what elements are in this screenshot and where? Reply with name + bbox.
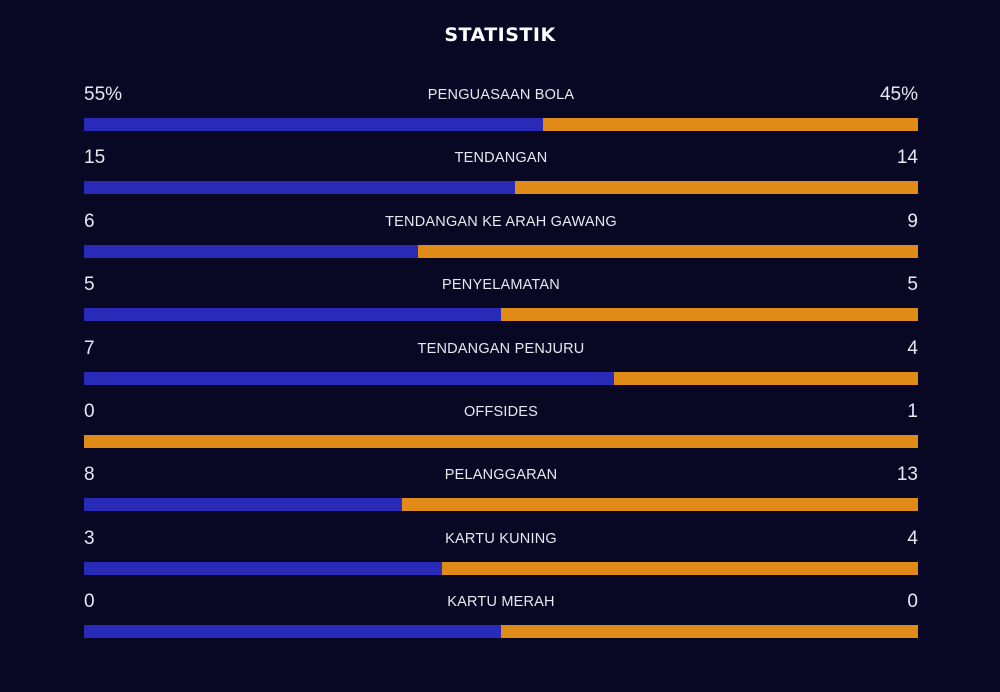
comparison-bar (84, 434, 918, 448)
home-value: 0 (84, 591, 95, 613)
stat-row-shots-on-target: 6 TENDANGAN KE ARAH GAWANG 9 (84, 207, 918, 270)
home-bar-fill (84, 308, 501, 322)
away-bar-fill (441, 561, 918, 575)
home-value: 6 (84, 210, 95, 232)
away-bar-fill (501, 625, 918, 639)
home-bar-fill (84, 118, 543, 131)
home-bar-fill (84, 181, 516, 195)
comparison-bar (84, 625, 918, 639)
away-value: 45% (879, 84, 918, 105)
away-bar-fill (84, 434, 918, 448)
home-bar-fill (84, 498, 402, 512)
comparison-bar (84, 498, 918, 512)
stat-label: KARTU MERAH (447, 594, 555, 611)
away-bar-fill (417, 244, 918, 258)
stat-label: TENDANGAN (454, 150, 548, 167)
comparison-bar (84, 118, 918, 131)
home-bar-fill (84, 371, 615, 385)
away-value: 4 (907, 527, 918, 549)
stat-label: PELANGGARAN (444, 467, 558, 484)
comparison-bar (84, 181, 918, 195)
stat-label: KARTU KUNING (445, 530, 557, 547)
stat-label: PENGUASAAN BOLA (427, 87, 575, 103)
comparison-bar (84, 561, 918, 575)
home-bar-fill (84, 244, 418, 258)
away-value: 4 (907, 337, 918, 359)
stat-label: OFFSIDES (463, 403, 539, 420)
stat-row-red-cards: 0 KARTU MERAH 0 (84, 587, 918, 650)
home-value: 8 (84, 464, 95, 486)
stat-label: TENDANGAN KE ARAH GAWANG (385, 213, 617, 230)
stat-row-offsides: 0 OFFSIDES 1 (84, 397, 918, 460)
home-value: 5 (84, 274, 95, 296)
stat-row-yellow-cards: 3 KARTU KUNING 4 (84, 524, 918, 587)
home-bar-fill (84, 625, 501, 639)
stat-label: PENYELAMATAN (442, 277, 560, 294)
away-value: 14 (896, 147, 918, 169)
stat-row-corners: 7 TENDANGAN PENJURU 4 (84, 334, 918, 397)
stats-title: STATISTIK (444, 24, 556, 46)
away-value: 9 (907, 210, 918, 232)
away-bar-fill (542, 118, 918, 131)
comparison-bar (84, 371, 918, 385)
away-bar-fill (614, 371, 918, 385)
stats-list: 55% PENGUASAAN BOLA 45% 15 TENDANGAN 14 … (84, 80, 918, 651)
away-value: 5 (907, 274, 918, 296)
stat-label: TENDANGAN PENJURU (417, 340, 585, 357)
home-value: 7 (84, 337, 95, 359)
away-value: 1 (907, 400, 918, 422)
home-bar-fill (84, 561, 442, 575)
home-value: 55% (84, 84, 123, 105)
home-value: 15 (84, 147, 106, 169)
away-bar-fill (515, 181, 918, 195)
stat-row-saves: 5 PENYELAMATAN 5 (84, 270, 918, 333)
away-value: 13 (896, 464, 918, 486)
stat-row-shots: 15 TENDANGAN 14 (84, 143, 918, 206)
comparison-bar (84, 308, 918, 322)
away-bar-fill (401, 498, 918, 512)
stat-row-fouls: 8 PELANGGARAN 13 (84, 460, 918, 523)
away-bar-fill (501, 308, 918, 322)
home-value: 3 (84, 527, 95, 549)
stat-row-possession: 55% PENGUASAAN BOLA 45% (84, 80, 918, 143)
home-value: 0 (84, 400, 95, 422)
away-value: 0 (907, 591, 918, 613)
comparison-bar (84, 244, 918, 258)
